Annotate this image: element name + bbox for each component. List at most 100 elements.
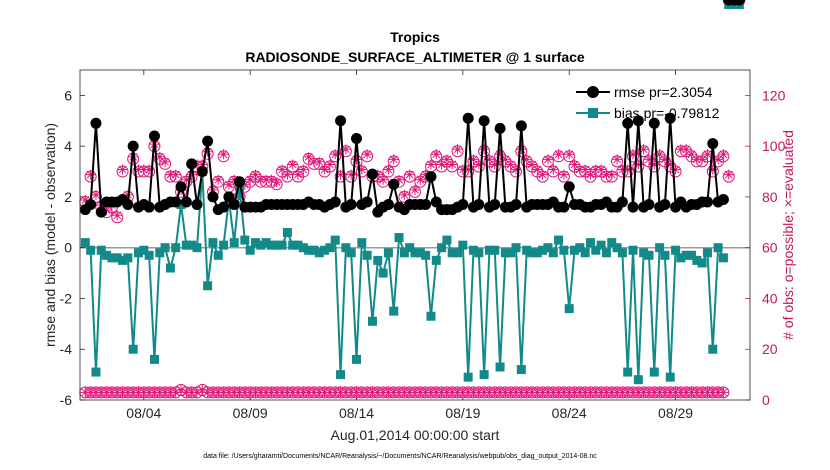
bias-point: [687, 250, 697, 260]
obs-evaluated-marker: [665, 159, 676, 170]
x-tick-label: 08/04: [126, 405, 161, 421]
rmse-point: [143, 201, 155, 213]
rmse-point: [382, 199, 394, 211]
y2-tick-label: 20: [762, 341, 778, 357]
obs-evaluated-marker: [154, 151, 165, 162]
bias-point: [484, 245, 494, 255]
rmse-point: [563, 181, 575, 193]
bias-point: [543, 243, 553, 253]
bias-point: [522, 245, 532, 255]
y2-tick-label: 40: [762, 290, 778, 306]
bias-point: [495, 362, 505, 372]
bias-point: [702, 248, 712, 258]
bias-point: [203, 281, 213, 291]
bias-point: [250, 238, 260, 248]
chart-title: Tropics: [390, 29, 440, 45]
obs-evaluated-marker: [388, 154, 399, 165]
obs-evaluated-marker: [85, 169, 96, 180]
bias-point: [219, 240, 229, 250]
obs-evaluated-marker: [516, 144, 527, 155]
obs-evaluated-marker: [425, 159, 436, 170]
plot-frame: [79, 69, 751, 401]
bias-point: [628, 245, 638, 255]
bias-point: [367, 316, 377, 326]
bias-point: [389, 306, 399, 316]
bias-point: [80, 238, 90, 248]
rmse-point: [361, 196, 373, 208]
obs-evaluated-marker: [681, 144, 692, 155]
obs-evaluated-marker: [526, 159, 537, 170]
obs-evaluated-marker: [558, 169, 569, 180]
rmse-point: [632, 115, 644, 127]
bias-point: [309, 245, 319, 255]
x-axis-label: Aug.01,2014 00:00:00 start: [331, 427, 500, 443]
bias-point: [617, 248, 627, 258]
rmse-point: [90, 117, 102, 129]
rmse-point: [420, 199, 432, 211]
bias-point: [155, 248, 165, 258]
obs-evaluated-marker: [277, 164, 288, 175]
obs-evaluated-marker: [628, 149, 639, 160]
rmse-point: [707, 138, 719, 150]
bias-point: [596, 240, 606, 250]
obs-evaluated-marker: [484, 154, 495, 165]
obs-evaluated-marker: [659, 154, 670, 165]
obs-evaluated-marker: [90, 189, 101, 200]
bias-point: [128, 344, 138, 354]
y-tick-label: -4: [60, 341, 73, 357]
bias-point: [405, 243, 415, 253]
obs-evaluated-marker: [553, 149, 564, 160]
bias-point: [293, 240, 303, 250]
obs-evaluated-marker: [399, 189, 410, 200]
obs-evaluated-marker: [160, 156, 171, 167]
bias-point: [585, 238, 595, 248]
bias-point: [346, 248, 356, 258]
bias-point: [320, 245, 330, 255]
obs-evaluated-marker: [170, 169, 181, 180]
obs-evaluated-marker: [638, 144, 649, 155]
obs-evaluated-marker: [511, 164, 522, 175]
bias-point: [240, 235, 250, 245]
obs-evaluated-marker: [606, 169, 617, 180]
bias-point: [479, 370, 489, 380]
obs-evaluated-marker: [410, 184, 420, 195]
obs-evaluated-marker: [718, 149, 729, 160]
bias-point: [468, 245, 478, 255]
rmse-point: [335, 115, 347, 127]
bias-point: [261, 238, 271, 248]
rmse-point: [329, 196, 341, 208]
obs-evaluated-marker: [468, 154, 479, 165]
bias-point: [144, 250, 154, 260]
bias-point: [426, 311, 436, 321]
rmse-point: [648, 117, 660, 129]
y-tick-label: -6: [60, 392, 73, 408]
rmse-point: [462, 112, 474, 124]
bias-point: [532, 248, 542, 258]
bias-point: [639, 248, 649, 258]
rmse-point: [345, 199, 357, 211]
obs-evaluated-marker: [569, 159, 580, 170]
bias-point: [458, 240, 468, 250]
y-tick-label: 0: [64, 240, 72, 256]
bias-point: [421, 250, 431, 260]
bias-point: [171, 243, 181, 253]
obs-evaluated-marker: [324, 159, 335, 170]
obs-evaluated-marker: [287, 159, 298, 170]
bias-point: [91, 367, 101, 377]
bias-point: [559, 245, 569, 255]
bias-point: [102, 250, 112, 260]
obs-evaluated-marker: [293, 169, 304, 180]
bias-point: [623, 367, 633, 377]
legend-rmse-label: rmse pr=2.3054: [614, 84, 713, 100]
bias-point: [107, 253, 117, 263]
obs-evaluated-marker: [686, 149, 697, 160]
obs-evaluated-marker: [479, 144, 490, 155]
bias-point: [437, 243, 447, 253]
y-tick-label: 6: [64, 87, 72, 103]
obs-evaluated-marker: [144, 164, 155, 175]
bias-point: [697, 258, 707, 268]
obs-evaluated-marker: [218, 149, 229, 160]
y2-tick-label: 120: [762, 87, 786, 103]
rmse-point: [478, 115, 490, 127]
obs-evaluated-marker: [394, 174, 405, 185]
